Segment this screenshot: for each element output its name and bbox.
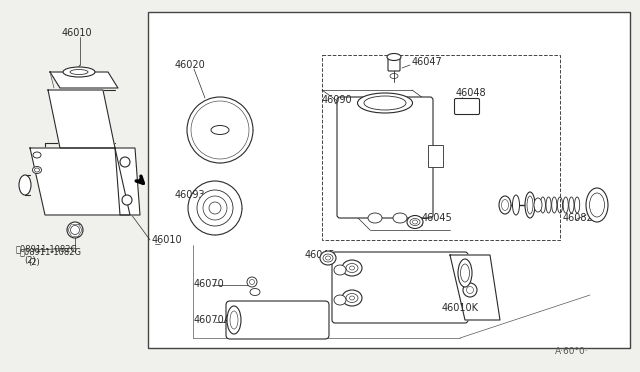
FancyBboxPatch shape	[454, 99, 479, 115]
Circle shape	[463, 283, 477, 297]
Text: 46045: 46045	[305, 250, 336, 260]
Text: ⓝ08911-1082G: ⓝ08911-1082G	[20, 247, 82, 257]
Circle shape	[67, 222, 83, 238]
Ellipse shape	[368, 213, 382, 223]
Text: 46090: 46090	[322, 95, 353, 105]
FancyBboxPatch shape	[332, 252, 468, 323]
Text: (2): (2)	[28, 259, 40, 267]
Ellipse shape	[320, 251, 336, 265]
Text: 46010: 46010	[62, 28, 93, 38]
Bar	[428, 145, 443, 167]
Polygon shape	[50, 72, 118, 88]
Ellipse shape	[342, 260, 362, 276]
FancyBboxPatch shape	[226, 301, 329, 339]
Text: 46070: 46070	[194, 279, 225, 289]
Text: 46020: 46020	[175, 60, 205, 70]
Ellipse shape	[33, 152, 41, 158]
Ellipse shape	[534, 198, 542, 212]
Circle shape	[187, 97, 253, 163]
Polygon shape	[48, 90, 115, 148]
FancyBboxPatch shape	[388, 57, 400, 71]
Text: 46047: 46047	[412, 57, 443, 67]
Ellipse shape	[250, 289, 260, 295]
Ellipse shape	[358, 93, 413, 113]
Circle shape	[122, 195, 132, 205]
Ellipse shape	[525, 192, 535, 218]
Ellipse shape	[407, 215, 423, 228]
Polygon shape	[115, 148, 140, 215]
Ellipse shape	[513, 195, 520, 215]
Text: 46010: 46010	[152, 235, 182, 245]
Ellipse shape	[458, 259, 472, 287]
Text: ⓝ08911-1082G: ⓝ08911-1082G	[16, 244, 78, 253]
Ellipse shape	[586, 188, 608, 222]
Text: 46070A: 46070A	[194, 315, 232, 325]
Ellipse shape	[33, 167, 42, 173]
Ellipse shape	[499, 196, 511, 214]
Text: 46048: 46048	[456, 88, 486, 98]
Text: 46045: 46045	[422, 213, 452, 223]
Ellipse shape	[342, 290, 362, 306]
Text: 46093: 46093	[175, 190, 205, 200]
Circle shape	[197, 190, 233, 226]
Polygon shape	[450, 255, 500, 320]
Ellipse shape	[63, 67, 95, 77]
Circle shape	[188, 181, 242, 235]
Ellipse shape	[393, 213, 407, 223]
Text: (2): (2)	[24, 257, 36, 266]
Bar	[148, 12, 630, 348]
Ellipse shape	[334, 295, 346, 305]
Ellipse shape	[227, 306, 241, 334]
Ellipse shape	[19, 175, 31, 195]
Ellipse shape	[387, 54, 401, 61]
Text: A·60°0·: A·60°0·	[555, 347, 589, 356]
Circle shape	[247, 277, 257, 287]
Bar	[322, 55, 560, 240]
Circle shape	[120, 157, 130, 167]
Ellipse shape	[334, 265, 346, 275]
Text: 46082: 46082	[563, 213, 594, 223]
Polygon shape	[30, 148, 130, 215]
FancyBboxPatch shape	[337, 97, 433, 218]
Text: 46010K: 46010K	[442, 303, 479, 313]
